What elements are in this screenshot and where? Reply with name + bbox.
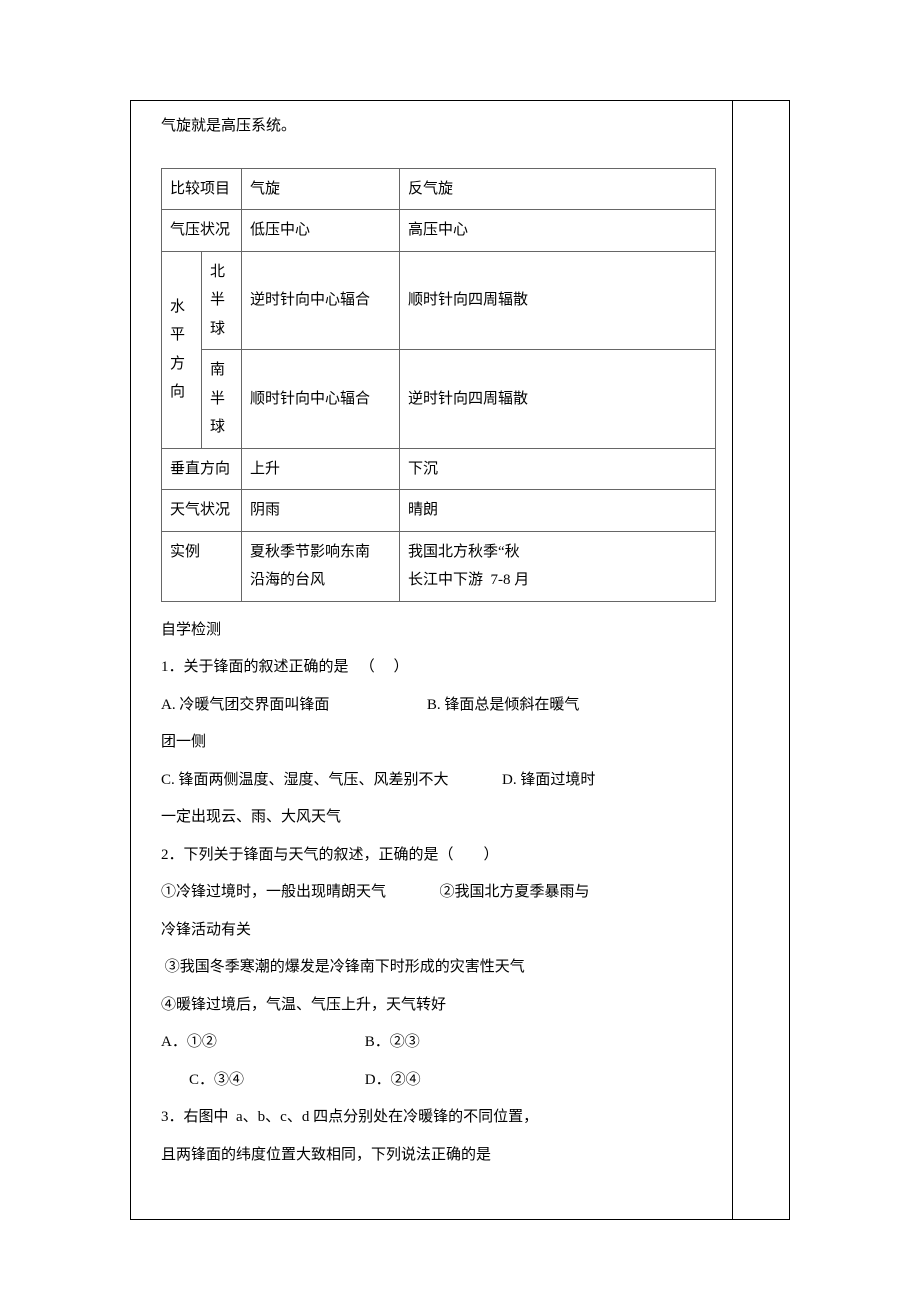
q1-option-d-cont: 一定出现云、雨、大风天气 bbox=[161, 799, 716, 837]
cell-example-cyc-line1: 夏秋季节影响东南 bbox=[250, 544, 370, 560]
cell-example-label: 实例 bbox=[162, 531, 242, 601]
cell-horiz-label: 水平方向 bbox=[162, 251, 202, 448]
cell-weather-anti: 晴朗 bbox=[400, 490, 716, 532]
q3-line2: 且两锋面的纬度位置大致相同，下列说法正确的是 bbox=[161, 1137, 716, 1175]
cell-example-cyc-line2: 沿海的台风 bbox=[250, 572, 325, 588]
cell-pressure-cyc: 低压中心 bbox=[242, 210, 400, 252]
selftest-heading: 自学检测 bbox=[161, 612, 716, 650]
q2-items-12: ①冷锋过境时，一般出现晴朗天气 ②我国北方夏季暴雨与 bbox=[161, 874, 716, 912]
q1-option-b: B. 锋面总是倾斜在暖气 bbox=[427, 697, 580, 713]
q1-options-ab: A. 冷暖气团交界面叫锋面 B. 锋面总是倾斜在暖气 bbox=[161, 687, 716, 725]
cell-vertical-label: 垂直方向 bbox=[162, 448, 242, 490]
cell-south-cyc: 顺时针向中心辐合 bbox=[242, 350, 400, 449]
q1-option-b-cont: 团一侧 bbox=[161, 724, 716, 762]
q2-options-ab: A．①② B．②③ bbox=[161, 1024, 716, 1062]
cell-example-cyc: 夏秋季节影响东南 沿海的台风 bbox=[242, 531, 400, 601]
cell-pressure-label: 气压状况 bbox=[162, 210, 242, 252]
q2-item1: ①冷锋过境时，一般出现晴朗天气 bbox=[161, 884, 386, 900]
selftest-section: 自学检测 1．关于锋面的叙述正确的是 （ ） A. 冷暖气团交界面叫锋面 B. … bbox=[161, 612, 716, 1175]
q3-line1: 3．右图中 a、b、c、d 四点分别处在冷暖锋的不同位置， bbox=[161, 1099, 716, 1137]
cell-north-anti: 顺时针向四周辐散 bbox=[400, 251, 716, 350]
main-column: 气旋就是高压系统。 比较项目 气旋 反气旋 气压状况 低压中心 高压中心 水平方… bbox=[131, 101, 733, 1219]
cell-example-anti-line2: 长江中下游 7-8 月 bbox=[408, 572, 529, 588]
table-row-header: 比较项目 气旋 反气旋 bbox=[162, 168, 716, 210]
page-frame: 气旋就是高压系统。 比较项目 气旋 反气旋 气压状况 低压中心 高压中心 水平方… bbox=[130, 100, 790, 1220]
table-row-horiz-south: 南半球 顺时针向中心辐合 逆时针向四周辐散 bbox=[162, 350, 716, 449]
q1-option-d: D. 锋面过境时 bbox=[502, 772, 595, 788]
table-row-vertical: 垂直方向 上升 下沉 bbox=[162, 448, 716, 490]
q2-stem: 2．下列关于锋面与天气的叙述，正确的是（ ） bbox=[161, 837, 716, 875]
cell-weather-label: 天气状况 bbox=[162, 490, 242, 532]
q2-item4: ④暖锋过境后，气温、气压上升，天气转好 bbox=[161, 987, 716, 1025]
q2-option-b: B．②③ bbox=[365, 1034, 420, 1050]
cell-vertical-anti: 下沉 bbox=[400, 448, 716, 490]
q2-option-a: A．①② bbox=[161, 1024, 361, 1062]
table-row-horiz-north: 水平方向 北半球 逆时针向中心辐合 顺时针向四周辐散 bbox=[162, 251, 716, 350]
cell-south-anti: 逆时针向四周辐散 bbox=[400, 350, 716, 449]
q1-option-a: A. 冷暖气团交界面叫锋面 bbox=[161, 697, 329, 713]
intro-text: 气旋就是高压系统。 bbox=[161, 109, 716, 144]
table-row-pressure: 气压状况 低压中心 高压中心 bbox=[162, 210, 716, 252]
cell-example-anti: 我国北方秋季“秋 长江中下游 7-8 月 bbox=[400, 531, 716, 601]
cell-example-anti-line1: 我国北方秋季“秋 bbox=[408, 544, 520, 560]
cell-vertical-cyc: 上升 bbox=[242, 448, 400, 490]
q2-option-d: D．②④ bbox=[365, 1072, 421, 1088]
cell-weather-cyc: 阴雨 bbox=[242, 490, 400, 532]
q1-options-cd: C. 锋面两侧温度、湿度、气压、风差别不大 D. 锋面过境时 bbox=[161, 762, 716, 800]
cell-cyclone-header: 气旋 bbox=[242, 168, 400, 210]
cell-compare-item: 比较项目 bbox=[162, 168, 242, 210]
cell-north-cyc: 逆时针向中心辐合 bbox=[242, 251, 400, 350]
cell-anticyclone-header: 反气旋 bbox=[400, 168, 716, 210]
cell-south-hemi: 南半球 bbox=[202, 350, 242, 449]
table-row-weather: 天气状况 阴雨 晴朗 bbox=[162, 490, 716, 532]
q2-options-cd: C．③④ D．②④ bbox=[161, 1062, 716, 1100]
q2-item3: ③我国冬季寒潮的爆发是冷锋南下时形成的灾害性天气 bbox=[161, 949, 716, 987]
q2-option-c: C．③④ bbox=[189, 1062, 361, 1100]
q2-item2: ②我国北方夏季暴雨与 bbox=[440, 884, 590, 900]
q1-stem: 1．关于锋面的叙述正确的是 （ ） bbox=[161, 649, 716, 687]
q1-option-c: C. 锋面两侧温度、湿度、气压、风差别不大 bbox=[161, 772, 449, 788]
side-column bbox=[733, 101, 789, 1219]
comparison-table: 比较项目 气旋 反气旋 气压状况 低压中心 高压中心 水平方向 北半球 逆时针向… bbox=[161, 168, 716, 602]
cell-pressure-anti: 高压中心 bbox=[400, 210, 716, 252]
cell-north-hemi: 北半球 bbox=[202, 251, 242, 350]
q2-item2-cont: 冷锋活动有关 bbox=[161, 912, 716, 950]
table-row-example: 实例 夏秋季节影响东南 沿海的台风 我国北方秋季“秋 长江中下游 7-8 月 bbox=[162, 531, 716, 601]
